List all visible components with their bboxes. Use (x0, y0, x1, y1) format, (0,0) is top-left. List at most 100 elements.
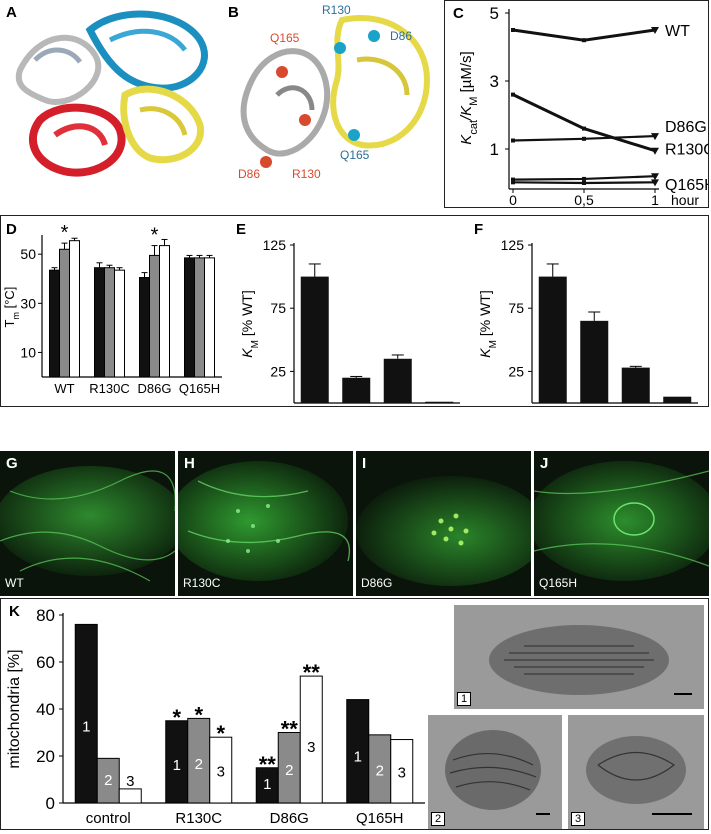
y-axis-label: Kcat/KM [µM/s] (458, 51, 480, 144)
panel-label-h: H (184, 455, 195, 472)
x-tick-label: 1 (651, 192, 659, 207)
x-tick-label: control (86, 810, 131, 827)
bar (184, 257, 195, 378)
bar (49, 269, 60, 378)
bar (299, 675, 323, 804)
protein-structure-b: Q165 R130 D86 Q165 D86 R130 (238, 3, 431, 181)
panel-label-g: G (6, 455, 18, 472)
x-tick-label: D86G (270, 810, 309, 827)
y-tick-label: 1 (490, 140, 499, 159)
bar (580, 320, 609, 403)
x-tick-label: R130C (89, 381, 129, 396)
y-tick-label: 80 (36, 606, 55, 625)
micrograph-caption: R130C (183, 576, 221, 590)
panel-label-f: F (474, 221, 484, 238)
em-number-label: 3 (571, 812, 586, 826)
bar (94, 267, 105, 378)
residue-q165-red (276, 66, 288, 78)
data-point (582, 176, 586, 181)
bar (204, 257, 215, 378)
x-tick-label: Q165H (179, 381, 220, 396)
series-label: 2 (376, 763, 384, 780)
bar (342, 377, 371, 403)
bar (390, 739, 414, 804)
legend-label: R130C (665, 142, 708, 159)
melting-temperature-bar-chart: 10 30 50 Tm [°C] WT R130C D86G Q165H * * (2, 222, 222, 396)
bar (139, 277, 150, 378)
y-axis-label: Tm [°C] (2, 287, 21, 328)
significance-marker: * (216, 721, 225, 746)
y-tick-label: 125 (501, 237, 525, 253)
data-point (511, 92, 515, 97)
panel-label-a: A (6, 4, 17, 21)
series-label: 1 (173, 757, 181, 774)
em-number-label: 1 (457, 692, 472, 706)
residue-label: R130 (292, 167, 321, 181)
y-tick-label: 25 (508, 363, 524, 379)
y-tick-label: 0 (46, 794, 55, 813)
significance-marker: * (194, 702, 203, 727)
significance-marker: * (151, 225, 159, 247)
micrograph-j: J Q165H (534, 451, 709, 596)
series-label: 2 (285, 762, 293, 779)
data-point (582, 136, 586, 141)
mitochondria-network-image (0, 466, 175, 582)
bar (69, 240, 80, 378)
data-point (651, 133, 659, 141)
x-tick-label: 0 (509, 192, 517, 207)
micrograph-caption: Q165H (539, 576, 578, 590)
series-label: 1 (354, 749, 362, 766)
panel-d: D 10 30 50 Tm [°C] WT R130C D86G Q165H * * (0, 215, 230, 407)
significance-marker: ** (281, 717, 299, 742)
significance-marker: ** (303, 660, 321, 685)
legend-label: D86G (665, 119, 707, 136)
x-tick-label: WT (54, 381, 74, 396)
series-label: 3 (398, 765, 406, 782)
series-label: 2 (104, 772, 112, 789)
mitochondria-network-image (534, 461, 709, 581)
bar (663, 396, 692, 403)
data-point (582, 38, 586, 43)
y-axis-label: KM [% WT] (239, 290, 261, 357)
bar (74, 623, 98, 804)
panel-label-e: E (236, 221, 247, 238)
panel-label-b: B (228, 4, 239, 21)
x-tick-label: 0,5 (574, 192, 594, 207)
bar (209, 736, 233, 804)
bar (538, 276, 567, 403)
data-point (651, 147, 659, 155)
panel-label-k: K (9, 603, 20, 620)
series-label: 3 (217, 764, 225, 781)
bar (300, 276, 329, 403)
residue-r130-blue (334, 42, 346, 54)
bar (149, 254, 160, 378)
bar (194, 257, 205, 378)
panel-label-i: I (362, 455, 367, 472)
residue-r130-red (299, 114, 311, 126)
x-tick-label: Q165H (356, 810, 404, 827)
micrograph-h: H R130C (178, 451, 353, 596)
data-point (511, 28, 515, 32)
scale-bar (652, 813, 692, 815)
bar (59, 248, 70, 378)
data-point (651, 179, 659, 187)
series-label: 1 (82, 719, 90, 736)
y-tick-label: 25 (270, 363, 286, 379)
data-point (511, 138, 515, 143)
em-image-1: 1 (454, 605, 704, 709)
residue-d86-red (260, 156, 272, 168)
y-tick-label: 5 (490, 4, 499, 23)
data-point (651, 173, 659, 181)
legend-label: Q165H (665, 177, 708, 194)
panel-label-d: D (6, 221, 17, 238)
micrograph-caption: WT (5, 576, 24, 590)
y-tick-label: 40 (36, 700, 55, 719)
bar (621, 367, 650, 403)
panel-def-frame (0, 215, 709, 407)
bar (425, 401, 454, 403)
bar (383, 358, 412, 403)
y-tick-label: 75 (270, 300, 286, 316)
y-tick-label: 20 (36, 747, 55, 766)
